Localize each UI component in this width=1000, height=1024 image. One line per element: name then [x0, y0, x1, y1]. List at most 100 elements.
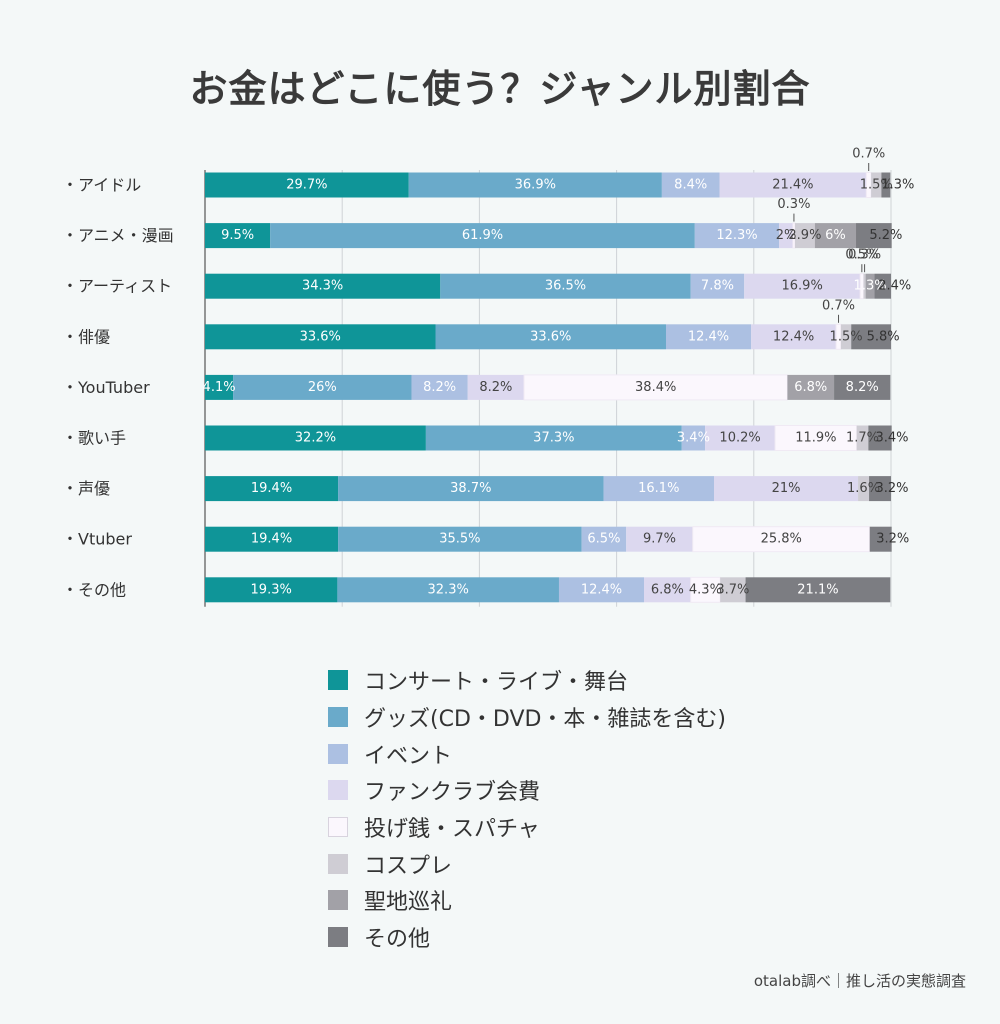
bar-segment [205, 476, 339, 502]
legend-swatch [328, 853, 348, 874]
bar-segment [425, 425, 682, 451]
data-label: 1.5% [860, 178, 893, 193]
bar-segment [869, 526, 892, 552]
data-label: 3.4% [876, 431, 909, 446]
category-label: ・Vtuber [62, 530, 132, 549]
category-label: ・歌い手 [62, 429, 126, 448]
legend-label: グッズ(CD・DVD・本・雑誌を含む) [364, 707, 727, 733]
data-label: 29.7% [286, 178, 327, 193]
data-label: 0.7% [852, 147, 885, 162]
chart-title: お金はどこに使う？ジャンル別割合 [189, 67, 811, 111]
bar-segment [834, 374, 891, 400]
bar-segment [661, 172, 720, 198]
bar-segment [644, 577, 691, 603]
legend-label: イベント [364, 743, 453, 769]
bar-segment [581, 526, 627, 552]
data-label: 1.7% [846, 431, 879, 446]
data-label: 7.8% [701, 279, 734, 294]
bar-segment [751, 324, 837, 350]
legend-label: 聖地巡礼 [364, 890, 453, 916]
bar-segment [440, 273, 691, 299]
bar-segment [714, 476, 859, 502]
bar-segment [863, 273, 866, 299]
bar-segment [858, 476, 870, 502]
bar-segment [774, 425, 858, 451]
data-label: 25.8% [761, 532, 802, 547]
stacked-bar-chart: ・アイドル 29.7% 36.9% 8.4% 21.4%0.7%1.5%1.3%・アニメ… [62, 147, 914, 607]
legend-item: ファンクラブ会費 [328, 772, 726, 809]
data-label: 38.4% [635, 380, 676, 395]
data-label: 2.9% [788, 228, 821, 243]
bar-segment [868, 425, 892, 451]
legend-item: グッズ(CD・DVD・本・雑誌を含む) [328, 699, 726, 736]
data-label: 12.4% [773, 329, 814, 344]
legend-swatch [328, 927, 348, 948]
bar-segment [681, 425, 706, 451]
bar-segment [233, 374, 412, 400]
bar-segment [467, 374, 524, 400]
bar-segment [856, 425, 869, 451]
data-label: 21% [772, 481, 801, 496]
bar-segment [865, 273, 875, 299]
data-label: 8.2% [846, 380, 879, 395]
bar-segment [603, 476, 715, 502]
bar-segment [744, 273, 861, 299]
data-label: 37.3% [533, 431, 574, 446]
legend-item: イベント [328, 735, 726, 772]
data-label: 3.4% [677, 431, 710, 446]
legend-label: その他 [364, 927, 431, 953]
data-label: 5.8% [867, 329, 900, 344]
category-label: ・俳優 [62, 327, 110, 346]
data-label: 0.5% [845, 248, 878, 263]
bar-segment [792, 222, 796, 249]
data-label: 35.5% [439, 532, 480, 547]
bar-segment [690, 273, 745, 299]
bar-segment [720, 577, 746, 603]
bar-segment [338, 476, 604, 502]
bar-segment [665, 324, 752, 350]
bar-segment [851, 324, 891, 350]
data-label: 0.3% [777, 197, 810, 212]
legend-label: 投げ銭・スパチャ [364, 817, 540, 843]
legend-swatch [328, 670, 348, 691]
bar-segment [814, 223, 857, 249]
bar-segment [626, 526, 693, 552]
legend-item: 投げ銭・スパチャ [328, 809, 726, 846]
data-label: 6.5% [587, 532, 620, 547]
bar-segment [205, 223, 271, 249]
data-label: 36.5% [545, 279, 586, 294]
legend-item: その他 [328, 919, 726, 956]
category-label: ・アーティスト [62, 277, 172, 296]
category-label: ・その他 [62, 580, 126, 599]
data-label: 6.8% [794, 380, 827, 395]
data-label: 3.2% [876, 532, 909, 547]
legend-label: コスプレ [364, 853, 453, 879]
data-label: 33.6% [300, 329, 341, 344]
category-label: ・YouTuber [62, 378, 150, 397]
data-label: 32.2% [295, 431, 336, 446]
data-label: 16.9% [782, 279, 823, 294]
data-label: 2.4% [878, 279, 911, 294]
data-label: 1.3% [854, 279, 887, 294]
legend-label: ファンクラブ会費 [364, 780, 541, 806]
data-label: 33.6% [530, 329, 571, 344]
data-label: 5.2% [869, 228, 902, 243]
data-label: 8.4% [674, 178, 707, 193]
data-label: 1.5% [830, 329, 863, 344]
data-label: 19.4% [251, 481, 292, 496]
bar-segment [205, 324, 436, 350]
bar-segment [205, 374, 234, 400]
data-label: 36.9% [515, 178, 556, 193]
legend-swatch [328, 743, 348, 764]
data-label: 10.2% [719, 431, 760, 446]
data-label: 12.4% [688, 329, 729, 344]
data-label: 8.2% [479, 380, 512, 395]
bar-segment [705, 425, 776, 451]
legend-swatch [328, 890, 348, 911]
bar-segment [205, 172, 409, 198]
bar-segment [719, 172, 867, 198]
bar-segment [840, 324, 852, 350]
data-label: 12.3% [716, 228, 757, 243]
data-label: 0.7% [822, 298, 855, 313]
data-label: 4.1% [203, 380, 236, 395]
